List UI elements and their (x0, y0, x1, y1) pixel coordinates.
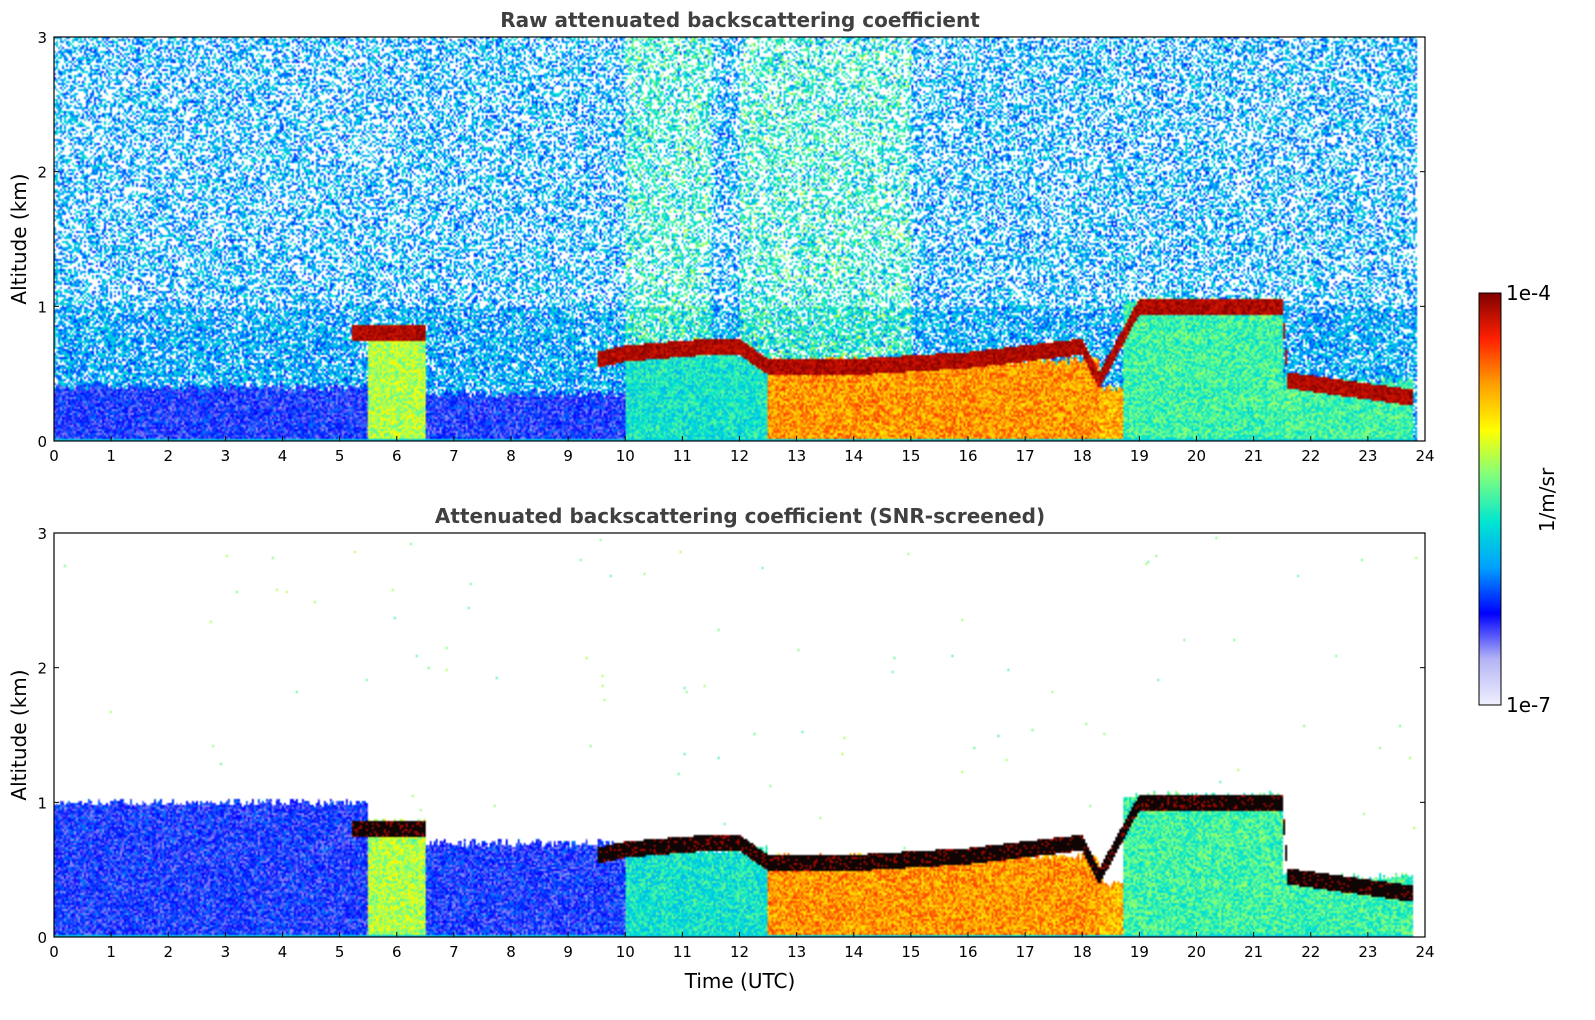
panel-raw-y-label: Altitude (km) (7, 173, 31, 304)
x-tick-label: 22 (1301, 447, 1320, 465)
colorbar-max-label: 1e-4 (1506, 281, 1551, 305)
x-tick-label: 23 (1358, 447, 1377, 465)
x-tick-label: 19 (1130, 943, 1149, 961)
x-tick-label: 21 (1244, 447, 1263, 465)
panel-screened: Attenuated backscattering coefficient (S… (7, 504, 1435, 993)
panel-screened-y-label: Altitude (km) (7, 669, 31, 800)
y-tick-label: 3 (37, 29, 47, 47)
y-tick-label: 3 (37, 525, 47, 543)
y-tick-label: 1 (37, 794, 47, 812)
x-tick-label: 8 (506, 943, 516, 961)
x-tick-label: 15 (901, 943, 920, 961)
x-tick-label: 17 (1016, 447, 1035, 465)
x-tick-label: 16 (958, 943, 977, 961)
x-tick-label: 8 (506, 447, 516, 465)
x-tick-label: 9 (563, 447, 573, 465)
x-tick-label: 24 (1415, 943, 1434, 961)
x-tick-label: 12 (730, 943, 749, 961)
x-tick-label: 15 (901, 447, 920, 465)
panel-screened-heatmap (54, 533, 1425, 937)
x-tick-label: 22 (1301, 943, 1320, 961)
panel-screened-title: Attenuated backscattering coefficient (S… (435, 504, 1045, 528)
x-tick-label: 9 (563, 943, 573, 961)
x-tick-label: 14 (844, 943, 863, 961)
x-tick-label: 5 (335, 943, 345, 961)
x-tick-label: 7 (449, 447, 459, 465)
x-tick-label: 13 (787, 447, 806, 465)
y-tick-label: 2 (37, 164, 47, 182)
panel-raw-title: Raw attenuated backscattering coefficien… (500, 8, 980, 32)
colorbar-gradient (1478, 292, 1502, 706)
x-tick-label: 21 (1244, 943, 1263, 961)
x-tick-label: 13 (787, 943, 806, 961)
y-tick-label: 1 (37, 298, 47, 316)
panel-screened-y-ticks: 0 1 2 3 (37, 525, 1425, 947)
x-tick-label: 0 (49, 447, 59, 465)
panel-raw: Raw attenuated backscattering coefficien… (7, 8, 1435, 465)
x-tick-label: 18 (1073, 943, 1092, 961)
x-tick-label: 16 (958, 447, 977, 465)
x-tick-label: 3 (221, 943, 231, 961)
y-tick-label: 2 (37, 660, 47, 678)
x-tick-label: 19 (1130, 447, 1149, 465)
y-tick-label: 0 (37, 433, 47, 451)
x-tick-label: 18 (1073, 447, 1092, 465)
panel-screened-x-label: Time (UTC) (684, 969, 796, 993)
x-tick-label: 1 (106, 943, 116, 961)
colorbar-unit-label: 1/m/sr (1535, 467, 1559, 532)
x-tick-label: 4 (278, 943, 288, 961)
y-tick-label: 0 (37, 929, 47, 947)
x-tick-label: 3 (221, 447, 231, 465)
x-tick-label: 6 (392, 943, 402, 961)
x-tick-label: 5 (335, 447, 345, 465)
x-tick-label: 20 (1187, 447, 1206, 465)
x-tick-label: 14 (844, 447, 863, 465)
x-tick-label: 24 (1415, 447, 1434, 465)
x-tick-label: 20 (1187, 943, 1206, 961)
panel-raw-x-ticks: 0 1 2 3 4 5 6 7 8 9 10 11 12 13 14 15 16 17 18 19 20 21 22 23 24 (49, 436, 1435, 465)
x-tick-label: 2 (163, 447, 173, 465)
x-tick-label: 7 (449, 943, 459, 961)
panel-raw-heatmap (54, 37, 1425, 441)
x-tick-label: 10 (616, 447, 635, 465)
x-tick-label: 10 (616, 943, 635, 961)
colorbar-min-label: 1e-7 (1506, 693, 1551, 717)
x-tick-label: 0 (49, 943, 59, 961)
x-tick-label: 17 (1016, 943, 1035, 961)
x-tick-label: 2 (163, 943, 173, 961)
x-tick-label: 23 (1358, 943, 1377, 961)
x-tick-label: 11 (673, 943, 692, 961)
x-tick-label: 4 (278, 447, 288, 465)
panel-raw-y-ticks: 0 1 2 3 (37, 29, 1425, 451)
panel-screened-x-ticks: 0 1 2 3 4 5 6 7 8 9 10 11 12 13 14 15 16 17 18 19 20 21 22 23 24 (49, 932, 1435, 961)
x-tick-label: 12 (730, 447, 749, 465)
x-tick-label: 6 (392, 447, 402, 465)
x-tick-label: 11 (673, 447, 692, 465)
colorbar: 1e-4 1e-7 1/m/sr (1478, 281, 1559, 717)
x-tick-label: 1 (106, 447, 116, 465)
